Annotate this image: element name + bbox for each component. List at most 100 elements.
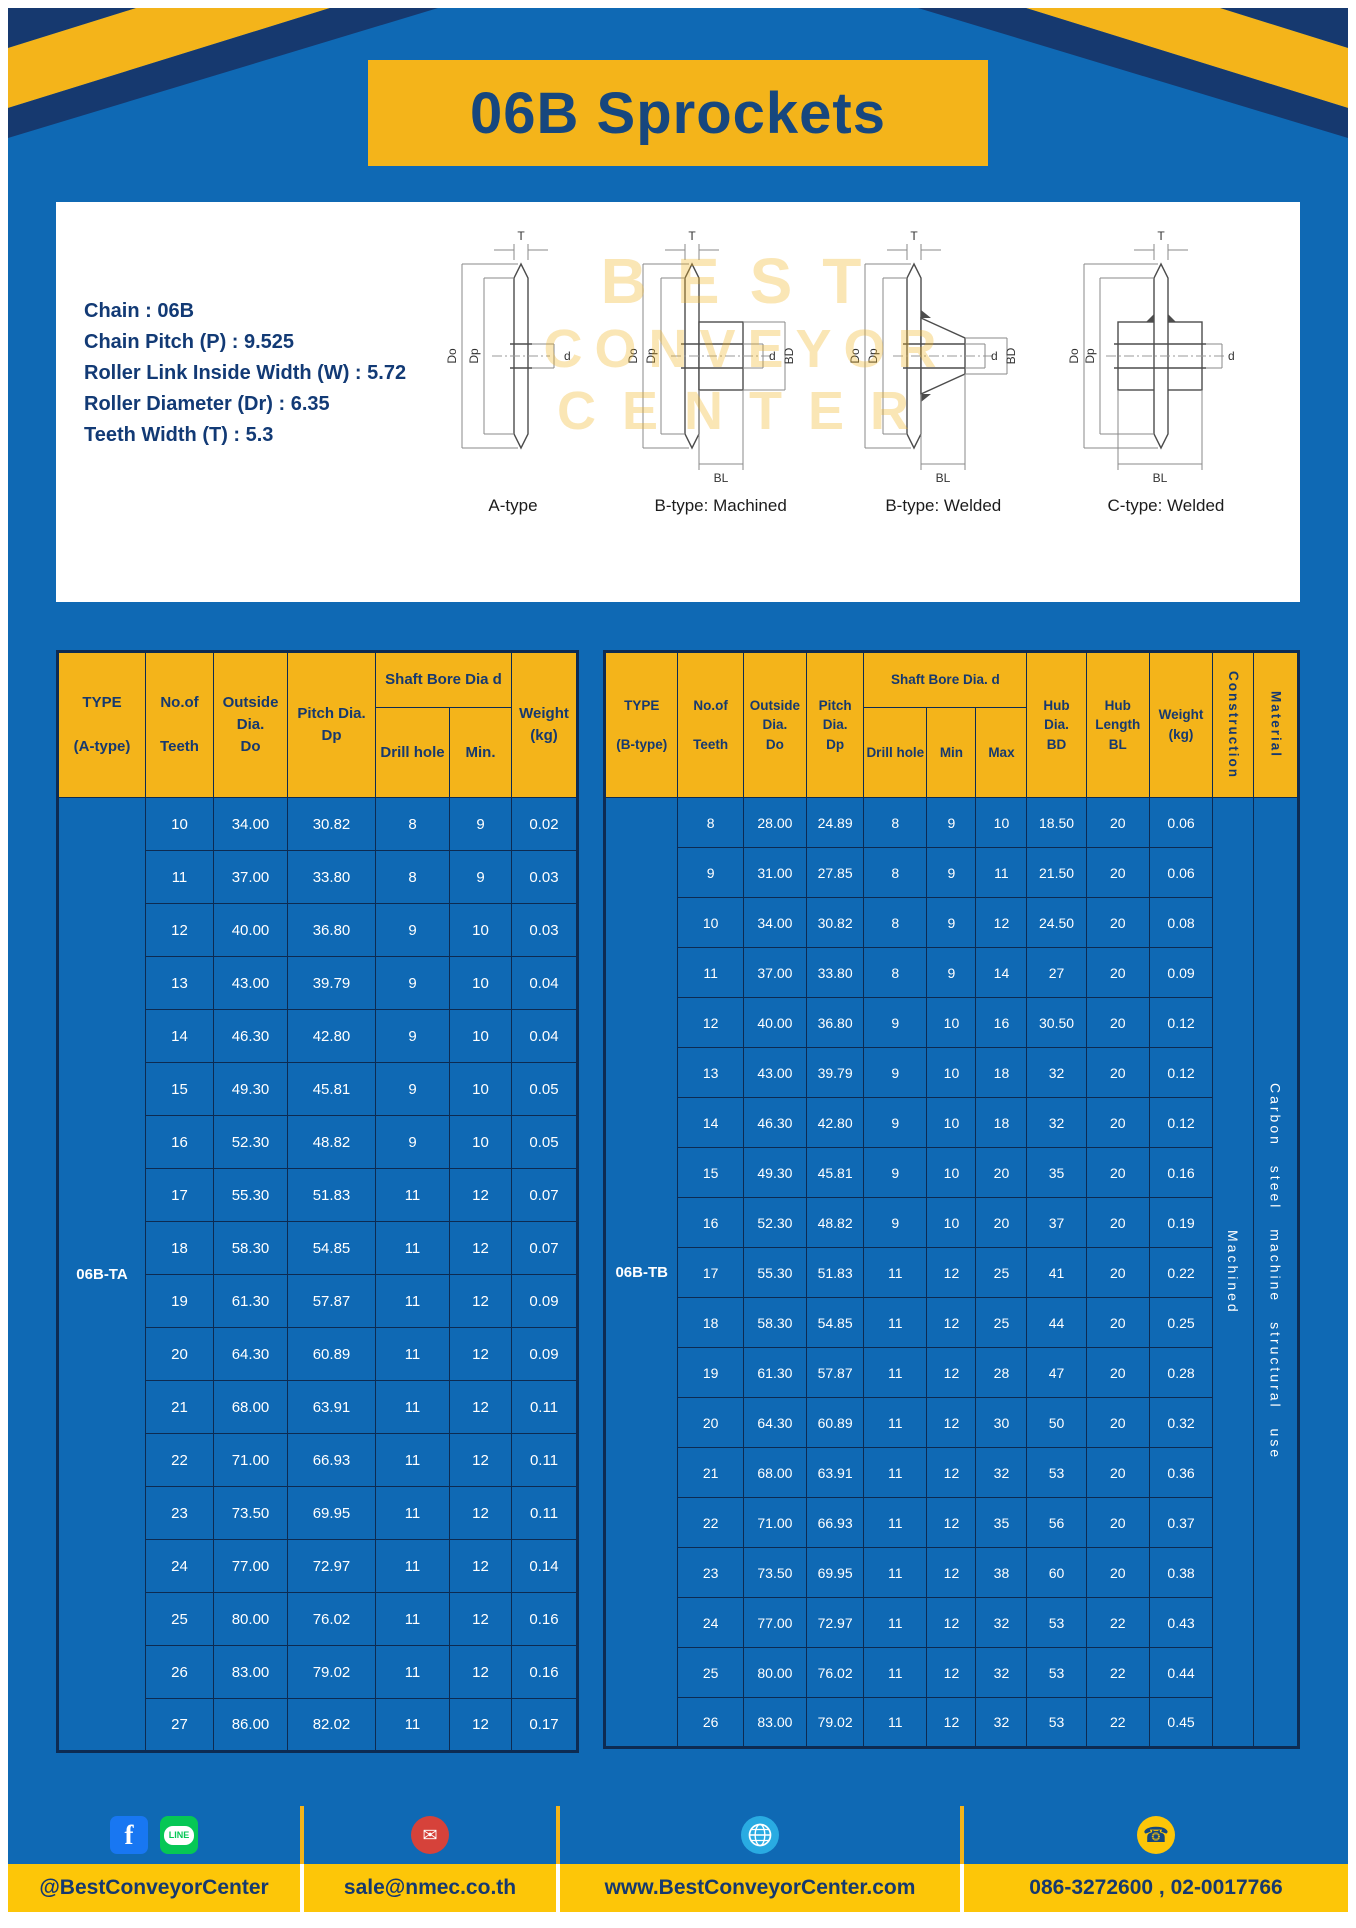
dim-label-bl: BL [936, 471, 951, 485]
table-cell: 0.22 [1148, 1247, 1214, 1298]
table-cell: 17 [677, 1247, 744, 1298]
table-cell: 11 [375, 1433, 450, 1487]
table-b-type: TYPE (B-type) No.of Teeth Outside Dia. D… [603, 650, 1300, 1749]
table-cell: 20 [1085, 847, 1150, 898]
table-cell: 11 [375, 1274, 450, 1328]
table-row: 17 55.30 51.83 11 12 0.07 [58, 1168, 578, 1222]
table-row: 11 37.00 33.80 8 9 14 27 20 0.09 [605, 947, 1299, 998]
footer-social-section: f LINE @BestConveyorCenter [8, 1806, 304, 1912]
table-cell: 63.91 [287, 1380, 376, 1434]
table-row: 26 83.00 79.02 11 12 32 53 22 0.45 [605, 1697, 1299, 1748]
table-cell: 11 [863, 1347, 928, 1398]
table-cell: 11 [375, 1486, 450, 1540]
spec-roller-width: Roller Link Inside Width (W) : 5.72 [84, 362, 407, 384]
table-cell: 52.30 [742, 1197, 808, 1248]
table-cell: 56 [1026, 1497, 1087, 1548]
table-cell: 12 [449, 1645, 512, 1699]
table-cell: 12 [975, 897, 1028, 948]
table-cell: 25 [975, 1247, 1028, 1298]
table-cell: 12 [926, 1547, 977, 1598]
table-cell: 22 [1085, 1647, 1150, 1698]
table-cell: 9 [863, 1097, 928, 1148]
table-cell: 22 [1085, 1597, 1150, 1648]
table-a-type: TYPE (A-type) No.of Teeth Outside Dia. D… [56, 650, 579, 1753]
table-cell: 20 [1085, 1047, 1150, 1098]
table-cell: 12 [449, 1221, 512, 1275]
table-cell: 28.00 [742, 797, 808, 848]
footer-phone-section: ☎ 086-3272600 , 02-0017766 [964, 1806, 1348, 1912]
table-cell: 55.30 [742, 1247, 808, 1298]
table-cell: 12 [677, 997, 744, 1048]
th-shaft-bore: Shaft Bore Dia. d [863, 651, 1028, 708]
facebook-icon[interactable]: f [110, 1816, 148, 1854]
table-cell: 9 [926, 847, 977, 898]
drawing-panel: Chain : 06B Chain Pitch (P) : 9.525 Roll… [56, 202, 1300, 602]
globe-icon[interactable] [741, 1816, 779, 1854]
footer-website[interactable]: www.BestConveyorCenter.com [560, 1864, 964, 1912]
table-cell: 9 [926, 947, 977, 998]
th-drill-hole: Drill hole [375, 707, 450, 798]
table-cell: 79.02 [287, 1645, 376, 1699]
table-cell: 9 [926, 797, 977, 848]
table-cell: 24.50 [1026, 897, 1087, 948]
table-cell: 41 [1026, 1247, 1087, 1298]
table-row: 22 71.00 66.93 11 12 35 56 20 0.37 [605, 1497, 1299, 1548]
table-cell: 20 [1085, 1547, 1150, 1598]
table-cell: 11 [375, 1698, 450, 1752]
table-cell: 43.00 [742, 1047, 808, 1098]
table-cell: 18 [975, 1047, 1028, 1098]
table-cell: 8 [375, 850, 450, 904]
table-cell: 0.04 [511, 956, 578, 1010]
type-cell: 06B-TB [603, 797, 679, 1748]
table-cell: 9 [863, 1147, 928, 1198]
table-cell: 11 [863, 1647, 928, 1698]
sprocket-drawings: T Do Dp d [428, 202, 1300, 602]
table-cell: 0.06 [1148, 847, 1214, 898]
footer-phone-numbers[interactable]: 086-3272600 , 02-0017766 [964, 1864, 1348, 1912]
line-icon[interactable]: LINE [160, 1816, 198, 1854]
dim-label-bd: BD [1004, 347, 1018, 364]
drawing-c-type-welded: T Do Dp [1066, 226, 1266, 592]
table-cell: 43.00 [213, 956, 288, 1010]
footer-phone-icons: ☎ [964, 1806, 1348, 1864]
table-cell: 11 [863, 1497, 928, 1548]
dim-label-dp: Dp [467, 348, 481, 364]
table-cell: 11 [375, 1645, 450, 1699]
table-cell: 42.80 [287, 1009, 376, 1063]
table-row: 25 80.00 76.02 11 12 32 53 22 0.44 [605, 1647, 1299, 1698]
email-icon[interactable]: ✉ [411, 1816, 449, 1854]
spec-tables: TYPE (A-type) No.of Teeth Outside Dia. D… [56, 650, 1300, 1753]
table-cell: 54.85 [806, 1297, 865, 1348]
footer-email-icons: ✉ [304, 1806, 560, 1864]
phone-icon[interactable]: ☎ [1137, 1816, 1175, 1854]
footer-email[interactable]: sale@nmec.co.th [304, 1864, 560, 1912]
table-cell: 64.30 [213, 1327, 288, 1381]
table-cell: 20 [145, 1327, 214, 1381]
page-title: 06B Sprockets [368, 60, 988, 166]
table-cell: 10 [449, 1009, 512, 1063]
table-cell: 33.80 [287, 850, 376, 904]
th-pitch-dia: Pitch Dia. Dp [806, 651, 865, 798]
th-type-b: TYPE (B-type) [603, 651, 679, 798]
table-cell: 49.30 [213, 1062, 288, 1116]
table-cell: 8 [863, 847, 928, 898]
table-cell: 76.02 [806, 1647, 865, 1698]
table-cell: 64.30 [742, 1397, 808, 1448]
table-row: 16 52.30 48.82 9 10 0.05 [58, 1115, 578, 1169]
dim-label-bl: BL [713, 471, 728, 485]
table-cell: 12 [926, 1447, 977, 1498]
th-outside-dia: Outside Dia. Do [213, 651, 288, 798]
table-cell: 10 [449, 903, 512, 957]
type-cell: 06B-TA [57, 797, 146, 1752]
table-cell: 32 [1026, 1047, 1087, 1098]
footer-social-handle[interactable]: @BestConveyorCenter [8, 1864, 304, 1912]
table-cell: 12 [926, 1397, 977, 1448]
table-cell: 27.85 [806, 847, 865, 898]
drawing-caption-a: A-type [488, 496, 538, 515]
table-cell: 9 [926, 897, 977, 948]
table-row: 22 71.00 66.93 11 12 0.11 [58, 1433, 578, 1487]
table-cell: 80.00 [213, 1592, 288, 1646]
table-cell: 83.00 [742, 1697, 808, 1748]
table-cell: 0.37 [1148, 1497, 1214, 1548]
table-cell: 69.95 [287, 1486, 376, 1540]
